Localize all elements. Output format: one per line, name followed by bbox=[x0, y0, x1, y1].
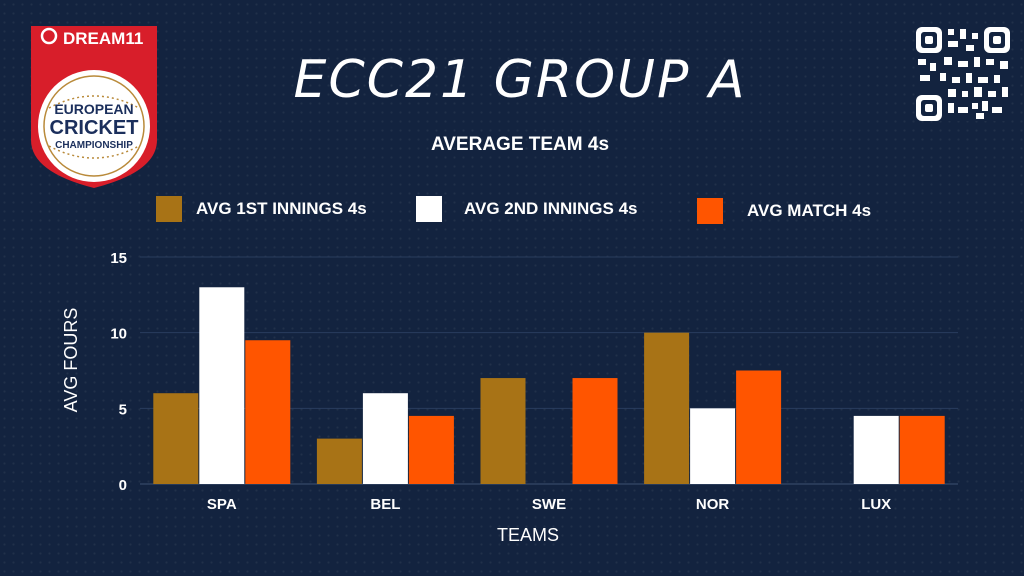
bar-spa-series2 bbox=[199, 287, 245, 484]
bar-swe-series1 bbox=[480, 378, 526, 484]
logo-line3: CHAMPIONSHIP bbox=[55, 140, 133, 151]
x-tick-label-lux: LUX bbox=[861, 496, 891, 513]
bar-spa-series3 bbox=[245, 340, 291, 484]
bar-bel-series1 bbox=[316, 438, 362, 484]
y-tick-label-15: 15 bbox=[110, 250, 127, 267]
legend-label-series1: AVG 1ST INNINGS 4s bbox=[196, 199, 367, 218]
legend-label-series3: AVG MATCH 4s bbox=[747, 201, 872, 220]
bar-lux-series2 bbox=[853, 415, 899, 484]
legend-swatch-series2 bbox=[416, 196, 442, 222]
bar-bel-series3 bbox=[408, 415, 454, 484]
x-tick-label-swe: SWE bbox=[532, 496, 566, 513]
page-title: ECC21 GROUP A bbox=[293, 50, 747, 110]
chart-title: AVERAGE TEAM 4s bbox=[430, 134, 610, 155]
x-tick-label-spa: SPA bbox=[207, 496, 237, 513]
x-axis-label: TEAMS bbox=[497, 525, 559, 545]
logo-brand: DREAM11 bbox=[63, 29, 143, 48]
y-tick-label-5: 5 bbox=[119, 401, 127, 418]
legend-item-series2: AVG 2ND INNINGS 4s bbox=[416, 195, 638, 223]
logo-line2: CRICKET bbox=[50, 117, 139, 139]
x-tick-label-bel: BEL bbox=[370, 496, 400, 513]
bar-nor-series2 bbox=[690, 408, 736, 484]
european-cricket-championship-logo: DREAM11 EUROPEAN CRICKET CHAMPIONSHIP bbox=[31, 26, 157, 188]
legend-swatch-series3 bbox=[697, 198, 723, 224]
y-tick-label-0: 0 bbox=[119, 477, 127, 494]
bar-nor-series1 bbox=[644, 332, 690, 484]
legend-item-series1: AVG 1ST INNINGS 4s bbox=[156, 195, 367, 223]
bar-spa-series1 bbox=[153, 393, 199, 484]
legend-swatch-series1 bbox=[156, 196, 182, 222]
legend-item-series3: AVG MATCH 4s bbox=[697, 197, 871, 225]
y-axis-label: AVG FOURS bbox=[61, 308, 81, 413]
x-tick-label-nor: NOR bbox=[696, 496, 730, 513]
bar-swe-series3 bbox=[572, 378, 618, 484]
logo-line1: EUROPEAN bbox=[54, 101, 133, 117]
bar-nor-series3 bbox=[736, 370, 782, 484]
y-tick-label-10: 10 bbox=[110, 326, 127, 343]
bar-bel-series2 bbox=[362, 393, 408, 484]
legend-label-series2: AVG 2ND INNINGS 4s bbox=[464, 199, 638, 218]
bar-lux-series3 bbox=[899, 415, 945, 484]
qr-code-icon bbox=[916, 27, 1010, 121]
